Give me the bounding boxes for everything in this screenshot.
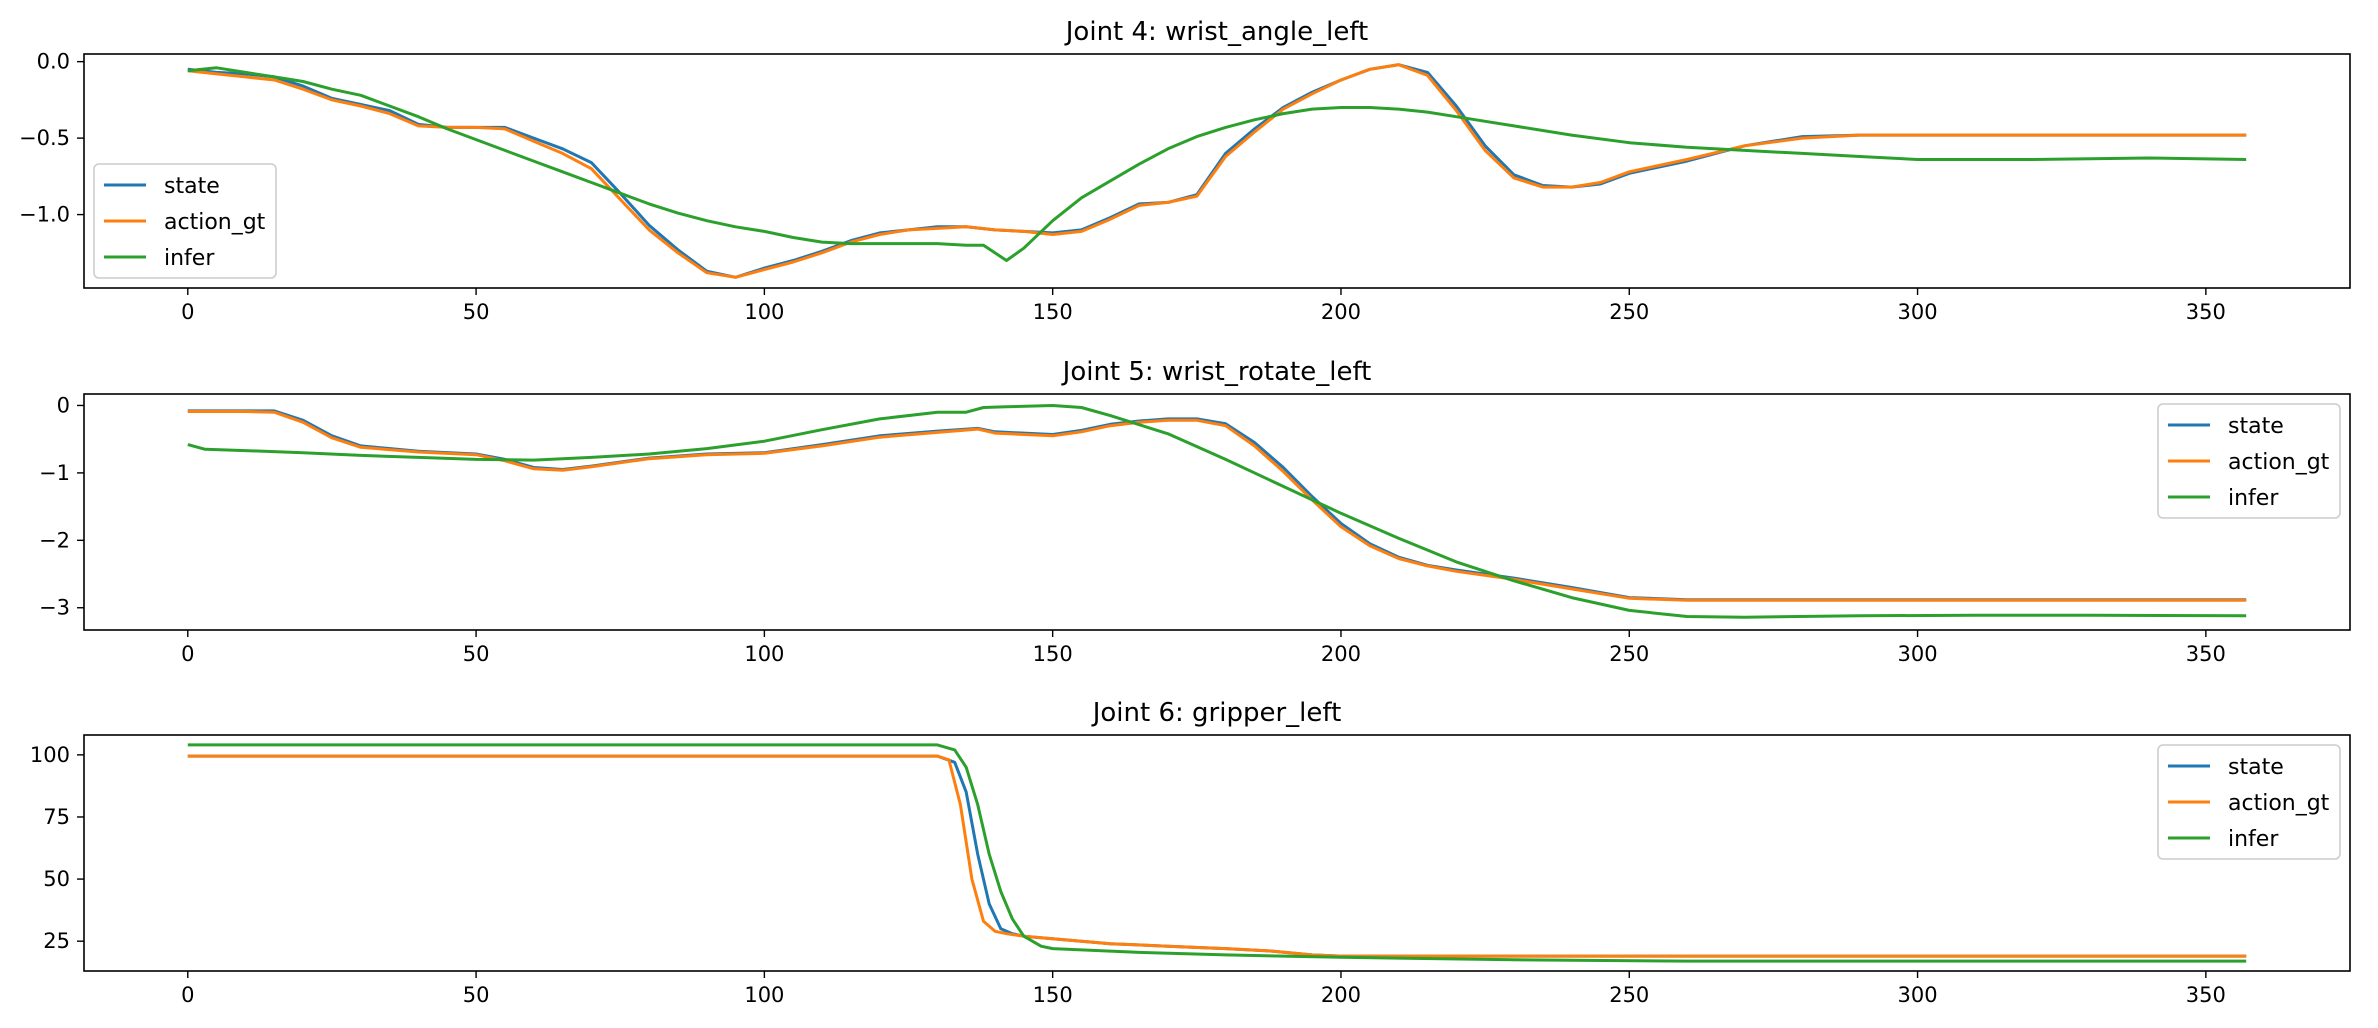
x-tick-label: 300 [1898, 983, 1938, 1007]
subplot-3: Joint 6: gripper_left 0 50 100 150 200 250 300 3… [30, 698, 2351, 1007]
x-tick-label: 200 [1321, 642, 1361, 666]
y-tick-label: 50 [43, 867, 70, 891]
x-tick-label: 150 [1033, 983, 1073, 1007]
x-tick-label: 300 [1898, 300, 1938, 324]
y-tick-label: −1.0 [19, 203, 70, 227]
legend-label: infer [2228, 486, 2279, 511]
x-tick-label: 50 [463, 983, 490, 1007]
subplot-title: Joint 4: wrist_angle_left [1064, 17, 1368, 47]
y-tick-label: −0.5 [19, 126, 70, 150]
series-line-action-gt [187, 754, 2247, 958]
x-tick-label: 250 [1609, 300, 1649, 324]
plot-area [187, 63, 2247, 279]
x-tick-label: 100 [744, 983, 784, 1007]
subplot-title: Joint 5: wrist_rotate_left [1061, 357, 1372, 387]
legend-box [93, 163, 277, 279]
legend-label: infer [2228, 827, 2279, 852]
x-tick-label: 0 [181, 983, 194, 1007]
series-line-infer [187, 404, 2247, 619]
legend-box [2157, 403, 2341, 519]
series-line-state [187, 63, 2247, 279]
x-tick-label: 350 [2186, 983, 2226, 1007]
x-tick-label: 200 [1321, 300, 1361, 324]
y-tick-label: −3 [39, 596, 70, 620]
series-line-action-gt [187, 410, 2247, 602]
plot-area [187, 404, 2247, 619]
legend-label: infer [164, 246, 215, 271]
x-tick-label: 0 [181, 300, 194, 324]
y-tick-label: 75 [43, 805, 70, 829]
series-line-action-gt [187, 63, 2247, 279]
y-tick-label: −2 [39, 528, 70, 552]
subplot-title: Joint 6: gripper_left [1091, 698, 1342, 728]
legend-label: state [2228, 755, 2284, 780]
subplot-2: Joint 5: wrist_rotate_left 0 50 100 150 200 25… [39, 357, 2351, 666]
x-tick-label: 150 [1033, 300, 1073, 324]
x-tick-label: 350 [2186, 300, 2226, 324]
plot-area [187, 743, 2247, 963]
x-tick-label: 250 [1609, 642, 1649, 666]
legend-label: state [2228, 414, 2284, 439]
legend-label: action_gt [2228, 791, 2330, 816]
y-tick-label: 0 [57, 393, 70, 417]
series-line-infer [187, 66, 2247, 262]
axes-frame [83, 393, 2351, 631]
series-line-state [187, 409, 2247, 602]
y-tick-label: 100 [30, 743, 70, 767]
x-tick-label: 350 [2186, 642, 2226, 666]
x-tick-label: 0 [181, 642, 194, 666]
legend-label: action_gt [2228, 450, 2330, 475]
legend-label: state [164, 174, 220, 199]
x-tick-label: 50 [463, 642, 490, 666]
x-tick-label: 200 [1321, 983, 1361, 1007]
x-tick-label: 100 [744, 642, 784, 666]
series-line-state [187, 754, 2247, 958]
x-tick-label: 250 [1609, 983, 1649, 1007]
y-tick-label: 0.0 [37, 50, 70, 74]
series-line-infer [187, 743, 2247, 963]
y-tick-label: 25 [43, 929, 70, 953]
legend-box [2157, 744, 2341, 860]
x-tick-label: 150 [1033, 642, 1073, 666]
x-tick-label: 300 [1898, 642, 1938, 666]
x-tick-label: 100 [744, 300, 784, 324]
legend-label: action_gt [164, 210, 266, 235]
axes-frame [83, 53, 2351, 289]
subplot-1: Joint 4: wrist_angle_left 0 50 100 150 200 250… [19, 17, 2351, 324]
axes-frame [83, 734, 2351, 972]
y-tick-label: −1 [39, 461, 70, 485]
x-tick-label: 50 [463, 300, 490, 324]
